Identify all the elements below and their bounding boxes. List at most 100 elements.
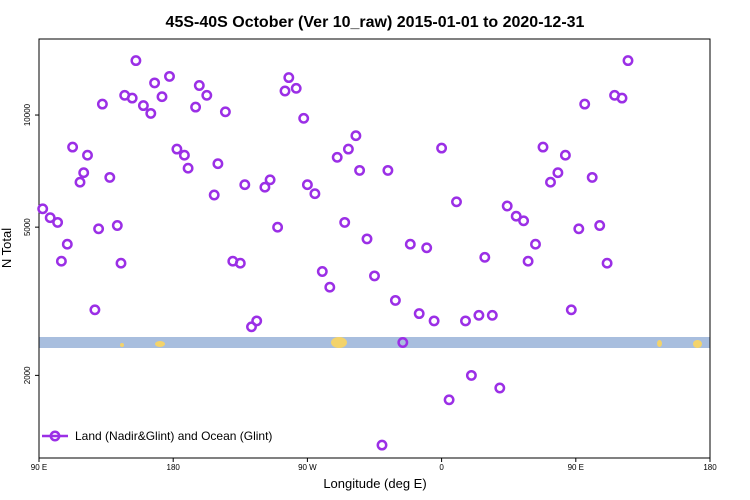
- data-point: [350, 130, 362, 142]
- data-point: [78, 167, 90, 179]
- x-tick-label: 90 E: [568, 463, 584, 472]
- land-patch: [120, 343, 124, 347]
- data-point: [246, 321, 257, 333]
- legend-marker: [49, 430, 61, 442]
- x-axis: 90 E 180 90 W 0 90 E 180: [31, 458, 717, 472]
- data-point: [61, 238, 73, 250]
- data-point: [272, 221, 284, 233]
- data-point: [309, 188, 321, 200]
- data-point: [37, 203, 49, 215]
- x-tick-label: 90 W: [298, 463, 317, 472]
- data-point: [324, 281, 336, 293]
- data-point: [404, 238, 416, 250]
- y-tick-label: 10000: [23, 103, 32, 126]
- data-point: [145, 107, 157, 119]
- data-point: [239, 179, 251, 191]
- data-point: [428, 315, 440, 327]
- data-point: [486, 309, 498, 321]
- y-tick-label: 5000: [23, 218, 32, 236]
- data-point: [573, 223, 585, 235]
- x-tick-label: 180: [703, 463, 717, 472]
- data-point: [82, 149, 93, 161]
- data-point: [251, 315, 263, 327]
- data-point: [74, 176, 86, 188]
- data-point: [518, 215, 530, 227]
- data-point: [259, 181, 271, 193]
- data-point: [501, 200, 513, 212]
- land-patch: [657, 340, 662, 347]
- data-point: [130, 55, 142, 67]
- data-point: [44, 212, 56, 224]
- data-point: [537, 141, 549, 153]
- data-point: [552, 167, 564, 179]
- data-point: [530, 238, 541, 250]
- data-point: [193, 80, 205, 91]
- data-point: [126, 92, 138, 104]
- data-point: [369, 270, 380, 282]
- data-point: [111, 220, 123, 231]
- data-point: [586, 171, 598, 183]
- data-point: [298, 112, 310, 124]
- data-point: [301, 179, 313, 191]
- data-point: [264, 174, 276, 186]
- data-point: [208, 189, 220, 201]
- data-point: [93, 223, 105, 235]
- data-point: [67, 141, 79, 153]
- data-point: [279, 85, 291, 97]
- data-point: [137, 100, 149, 112]
- land-patch: [693, 340, 702, 348]
- data-point: [190, 101, 202, 113]
- ocean-band: [39, 337, 710, 348]
- data-point: [354, 164, 366, 176]
- data-point: [479, 251, 491, 263]
- land-patch: [155, 341, 165, 347]
- y-axis-label: N Total: [0, 228, 14, 268]
- data-point: [290, 82, 302, 94]
- data-point: [89, 304, 101, 316]
- data-points: [37, 55, 634, 451]
- data-point: [104, 171, 116, 183]
- data-point: [96, 98, 108, 110]
- data-point: [510, 210, 522, 222]
- data-point: [622, 55, 634, 67]
- data-point: [522, 255, 534, 267]
- data-point: [436, 142, 448, 154]
- data-point: [616, 92, 628, 104]
- data-point: [52, 216, 64, 228]
- data-point: [421, 242, 433, 254]
- y-tick-label: 2000: [23, 366, 32, 384]
- data-point: [460, 315, 471, 327]
- data-point: [465, 369, 477, 381]
- data-point: [149, 77, 161, 89]
- x-tick-label: 90 E: [31, 463, 47, 472]
- data-point: [451, 196, 462, 208]
- data-point: [376, 439, 388, 451]
- data-point: [473, 309, 485, 321]
- data-point: [164, 70, 175, 82]
- data-point: [316, 266, 328, 277]
- land-patch: [331, 337, 347, 348]
- data-point: [594, 220, 606, 231]
- data-point: [115, 257, 127, 269]
- data-point: [201, 89, 213, 101]
- x-tick-label: 0: [439, 463, 444, 472]
- data-point: [55, 255, 67, 267]
- data-point: [342, 143, 354, 155]
- data-point: [178, 149, 190, 161]
- legend-label: Land (Nadir&Glint) and Ocean (Glint): [75, 429, 272, 443]
- data-point: [443, 394, 455, 406]
- data-point: [331, 151, 343, 163]
- data-point: [559, 149, 571, 161]
- data-point: [156, 91, 168, 103]
- data-point: [565, 304, 577, 316]
- data-point: [413, 308, 425, 320]
- data-point: [339, 216, 351, 228]
- data-point: [361, 233, 373, 245]
- x-axis-label: Longitude (deg E): [323, 476, 426, 491]
- data-point: [212, 158, 224, 170]
- chart-title: 45S-40S October (Ver 10_raw) 2015-01-01 …: [166, 14, 585, 31]
- plot-frame: [38, 38, 711, 459]
- data-point: [389, 294, 401, 306]
- data-point: [234, 257, 246, 269]
